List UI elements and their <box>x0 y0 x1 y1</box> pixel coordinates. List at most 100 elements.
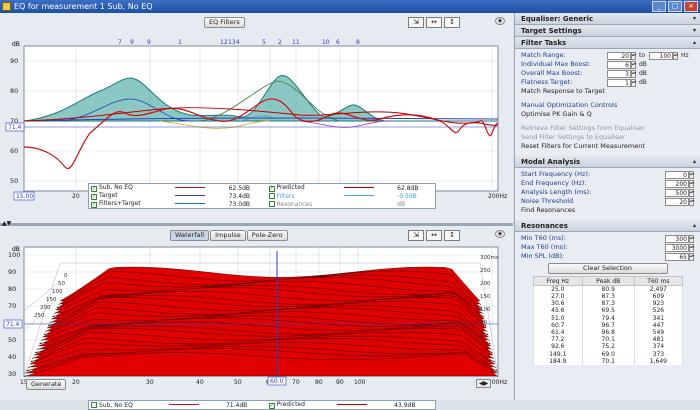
legend-filters-target[interactable]: ✓ Filters+Target <box>91 200 141 208</box>
collapse-icon[interactable]: ▴ <box>692 39 696 46</box>
target-settings-header[interactable]: Target Settings ▾ <box>515 25 700 37</box>
match-range-to-input[interactable]: 100 <box>649 51 673 60</box>
legend-checkbox-icon[interactable]: ✓ <box>91 194 97 200</box>
collapse-icon[interactable]: ▾ <box>692 15 696 22</box>
spinner-icon[interactable]: ▴▾ <box>689 179 694 188</box>
wf-legend-predicted[interactable]: ✓ Predicted <box>268 401 305 409</box>
manual-optimization-link[interactable]: Manual Optimization Controls <box>521 101 618 109</box>
reset-filters-link[interactable]: Reset Filters for Current Measurement <box>521 142 645 150</box>
spinner-icon[interactable]: ▴▾ <box>631 78 636 87</box>
expand-vertical-icon[interactable]: ↕ <box>444 229 460 241</box>
legend-checkbox-icon[interactable]: ✓ <box>91 186 97 192</box>
expand-vertical-icon[interactable]: ↕ <box>444 16 460 28</box>
table-row[interactable]: 92.6 75.2 374 <box>533 343 684 351</box>
spinner-icon[interactable]: ▴▾ <box>689 252 694 261</box>
table-row[interactable]: 25.0 80.9 2,497 <box>533 285 684 293</box>
table-row[interactable]: 77.2 70.1 481 <box>533 336 684 344</box>
spinner-icon[interactable]: ▴▾ <box>631 51 636 60</box>
collapse-icon[interactable]: ▴ <box>692 222 696 229</box>
individual-max-boost-input[interactable]: 6 <box>607 60 631 69</box>
collapse-icon[interactable]: ▾ <box>692 27 696 34</box>
expand-horizontal-icon[interactable]: ↔ <box>426 16 442 28</box>
table-row[interactable]: 30.6 87.3 923 <box>533 300 684 308</box>
col-t60[interactable]: T60 ms <box>633 276 684 286</box>
table-row[interactable]: 45.6 69.5 526 <box>533 307 684 315</box>
legend-filters[interactable]: Filters <box>267 192 342 200</box>
modal-analysis-header[interactable]: Modal Analysis ▴ <box>515 156 700 168</box>
close-button[interactable]: × <box>684 1 698 12</box>
table-cell: 526 <box>633 307 684 315</box>
eq-filter-number: 11 <box>292 39 300 46</box>
table-row[interactable]: 51.0 79.4 341 <box>533 314 684 322</box>
retrieve-filters-link[interactable]: Retrieve Filter Settings from Equaliser <box>521 124 645 132</box>
analysis-length-input[interactable]: 500 <box>665 188 689 197</box>
tab-impulse[interactable]: Impulse <box>210 229 246 241</box>
spinner-icon[interactable]: ▴▾ <box>631 60 636 69</box>
equaliser-header[interactable]: Equaliser: Generic ▾ <box>515 13 700 25</box>
generate-button[interactable]: Generate <box>26 379 67 390</box>
wf-settings-icon[interactable]: ◉ <box>495 230 505 238</box>
legend-predicted[interactable]: ✓ Predicted <box>268 184 305 192</box>
legend-checkbox-icon[interactable]: ✓ <box>268 186 275 192</box>
eq-settings-icon[interactable]: ◉ <box>495 17 505 25</box>
waterfall-graph[interactable]: dB 10090807060504030 1520304050607080901… <box>0 241 513 389</box>
collapse-icon[interactable]: ▴ <box>692 158 696 165</box>
tab-waterfall[interactable]: Waterfall <box>170 229 210 241</box>
legend-swatch <box>343 194 374 196</box>
wf-nav-icon[interactable]: ◀▶ <box>476 379 492 388</box>
spinner-icon[interactable]: ▴▾ <box>689 170 694 179</box>
max-t60-input[interactable]: 3000 <box>665 243 689 252</box>
wf-back-time-labels: 0 50 100 150 200 250 <box>34 273 68 319</box>
overall-max-boost-input[interactable]: 3 <box>607 69 631 78</box>
col-freq[interactable]: Freq Hz <box>533 276 583 286</box>
table-row[interactable]: 184.9 70.1 1,649 <box>533 357 684 365</box>
spinner-icon[interactable]: ▴▾ <box>631 69 636 78</box>
table-row[interactable]: 27.0 87.3 609 <box>533 293 684 301</box>
maximize-button[interactable]: □ <box>668 1 682 12</box>
clear-selection-button[interactable]: Clear Selection <box>547 263 668 274</box>
legend-checkbox-icon[interactable] <box>268 200 275 207</box>
table-row[interactable]: 61.4 96.8 549 <box>533 328 684 337</box>
find-resonances-link[interactable]: Find Resonances <box>521 206 576 214</box>
legend-checkbox-icon[interactable]: ✓ <box>268 403 275 409</box>
legend-checkbox-icon[interactable] <box>91 401 97 408</box>
legend-target[interactable]: ✓ Target <box>91 192 118 200</box>
wf-x-tick: 20 <box>72 379 80 386</box>
spinner-icon[interactable]: ▴▾ <box>689 234 694 243</box>
min-spl-input[interactable]: 65 <box>665 252 689 261</box>
expand-horizontal-icon[interactable]: ↔ <box>426 229 442 241</box>
zoom-fit-icon[interactable]: ⇲ <box>408 16 424 28</box>
legend-checkbox-icon[interactable]: ✓ <box>91 202 97 208</box>
wf-back-time-label: 100 <box>52 289 63 295</box>
match-response-link[interactable]: Match Response to Target <box>521 87 605 95</box>
eq-y-tick: 80 <box>10 87 18 95</box>
legend-resonances[interactable]: Resonances <box>267 200 342 208</box>
match-range-from-input[interactable]: 20 <box>607 51 631 60</box>
spinner-icon[interactable]: ▴▾ <box>689 188 694 197</box>
optimise-pk-link[interactable]: Optimise PK Gain & Q <box>521 110 592 118</box>
minimize-button[interactable]: _ <box>652 1 666 12</box>
table-row[interactable]: 149.1 69.0 373 <box>533 350 684 358</box>
legend-sub-no-eq[interactable]: ✓ Sub, No EQ <box>91 184 133 192</box>
resonances-header[interactable]: Resonances ▴ <box>515 220 700 232</box>
spinner-icon[interactable]: ▴▾ <box>689 197 694 206</box>
zoom-fit-icon[interactable]: ⇲ <box>408 229 424 241</box>
start-frequency-input[interactable]: 0 <box>665 170 689 179</box>
wf-legend-sub-no-eq[interactable]: Sub, No EQ <box>89 401 167 409</box>
end-frequency-input[interactable]: 200 <box>665 179 689 188</box>
tab-pole-zero[interactable]: Pole-Zero <box>246 229 288 241</box>
filter-tasks-header[interactable]: Filter Tasks ▴ <box>515 37 700 49</box>
min-t60-input[interactable]: 300 <box>665 234 689 243</box>
send-filters-link[interactable]: Send Filter Settings to Equaliser <box>521 133 625 141</box>
eq-filters-button[interactable]: EQ Filters <box>204 16 245 28</box>
spinner-icon[interactable]: ▴▾ <box>689 243 694 252</box>
flatness-target-input[interactable]: 1 <box>607 78 631 87</box>
legend-checkbox-icon[interactable] <box>268 192 275 199</box>
table-row[interactable]: 60.7 96.7 447 <box>533 321 684 329</box>
noise-threshold-input[interactable]: 20 <box>665 197 689 206</box>
col-peak[interactable]: Peak dB <box>581 276 635 286</box>
splitter-arrow-icon[interactable]: ▲▼ <box>2 220 12 227</box>
splitter[interactable] <box>0 223 513 226</box>
spinner-icon[interactable]: ▴▾ <box>673 51 678 60</box>
